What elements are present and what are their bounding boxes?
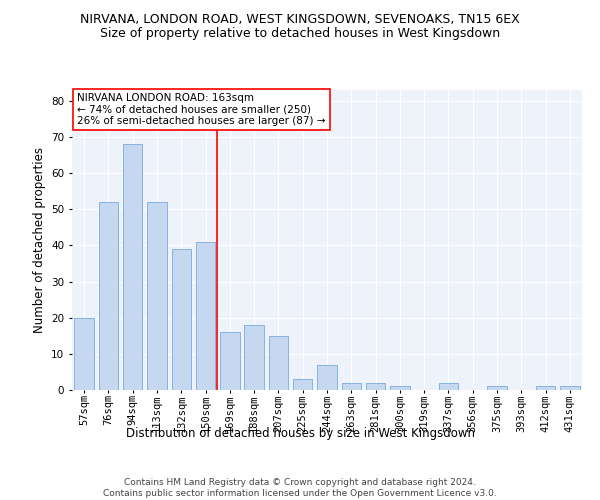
Bar — [99, 202, 118, 390]
Bar — [366, 383, 385, 390]
Bar — [244, 325, 264, 390]
Bar — [269, 336, 288, 390]
Bar — [172, 249, 191, 390]
Bar — [560, 386, 580, 390]
Y-axis label: Number of detached properties: Number of detached properties — [32, 147, 46, 333]
Text: NIRVANA, LONDON ROAD, WEST KINGSDOWN, SEVENOAKS, TN15 6EX: NIRVANA, LONDON ROAD, WEST KINGSDOWN, SE… — [80, 12, 520, 26]
Bar — [196, 242, 215, 390]
Bar — [147, 202, 167, 390]
Bar — [317, 364, 337, 390]
Bar — [487, 386, 507, 390]
Bar — [439, 383, 458, 390]
Bar — [293, 379, 313, 390]
Bar — [74, 318, 94, 390]
Text: Distribution of detached houses by size in West Kingsdown: Distribution of detached houses by size … — [125, 428, 475, 440]
Bar — [390, 386, 410, 390]
Text: NIRVANA LONDON ROAD: 163sqm
← 74% of detached houses are smaller (250)
26% of se: NIRVANA LONDON ROAD: 163sqm ← 74% of det… — [77, 93, 326, 126]
Bar — [220, 332, 239, 390]
Bar — [536, 386, 555, 390]
Text: Contains HM Land Registry data © Crown copyright and database right 2024.
Contai: Contains HM Land Registry data © Crown c… — [103, 478, 497, 498]
Bar — [341, 383, 361, 390]
Bar — [123, 144, 142, 390]
Text: Size of property relative to detached houses in West Kingsdown: Size of property relative to detached ho… — [100, 28, 500, 40]
